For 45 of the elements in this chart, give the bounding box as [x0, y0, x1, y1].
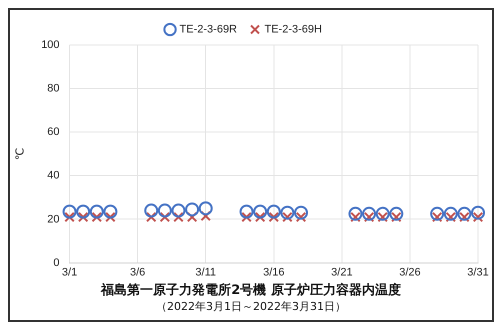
legend-label: TE-2-3-69H	[264, 24, 322, 36]
point	[186, 212, 198, 222]
y-tick-label: 60	[47, 126, 60, 138]
point	[471, 206, 485, 220]
point	[253, 204, 268, 219]
point	[62, 204, 77, 219]
y-tick-label: 20	[47, 213, 60, 226]
point	[103, 204, 118, 219]
point	[90, 204, 104, 219]
point	[389, 206, 404, 221]
point	[200, 210, 211, 222]
text: 福島第一原子力発電所2号機 原子炉圧力容器内温度	[100, 282, 402, 299]
point	[362, 206, 376, 221]
point	[76, 204, 90, 219]
y-tick-label: 40	[47, 170, 60, 182]
point	[444, 206, 458, 221]
point	[280, 206, 294, 220]
point	[171, 204, 186, 218]
point	[294, 206, 308, 220]
point	[240, 204, 254, 219]
point	[158, 204, 172, 218]
x-tick-label: 3/16	[263, 266, 284, 278]
point	[146, 212, 156, 222]
x-tick-label: 3/11	[195, 266, 216, 278]
point	[348, 206, 362, 221]
point	[160, 212, 170, 222]
y-tick-label: 0	[53, 256, 60, 269]
x-tick-label: 3/1	[62, 266, 78, 278]
point	[198, 201, 213, 216]
y-tick-label: 100	[41, 39, 60, 52]
point	[430, 206, 444, 221]
point	[266, 204, 281, 219]
point	[376, 206, 390, 221]
point	[144, 204, 158, 218]
y-axis-title: ℃	[13, 148, 26, 160]
point	[457, 206, 472, 221]
x-tick-label: 3/31	[467, 266, 489, 278]
legend-label: TE-2-3-69R	[180, 24, 238, 36]
x-tick-label: 3/26	[399, 266, 421, 278]
point	[173, 212, 184, 222]
point	[185, 202, 200, 216]
text: （2022年3月1日～2022年3月31日）	[155, 299, 347, 314]
x-tick-label: 3/21	[331, 266, 353, 278]
y-tick-label: 80	[47, 82, 60, 95]
x-tick-label: 3/6	[130, 266, 146, 278]
